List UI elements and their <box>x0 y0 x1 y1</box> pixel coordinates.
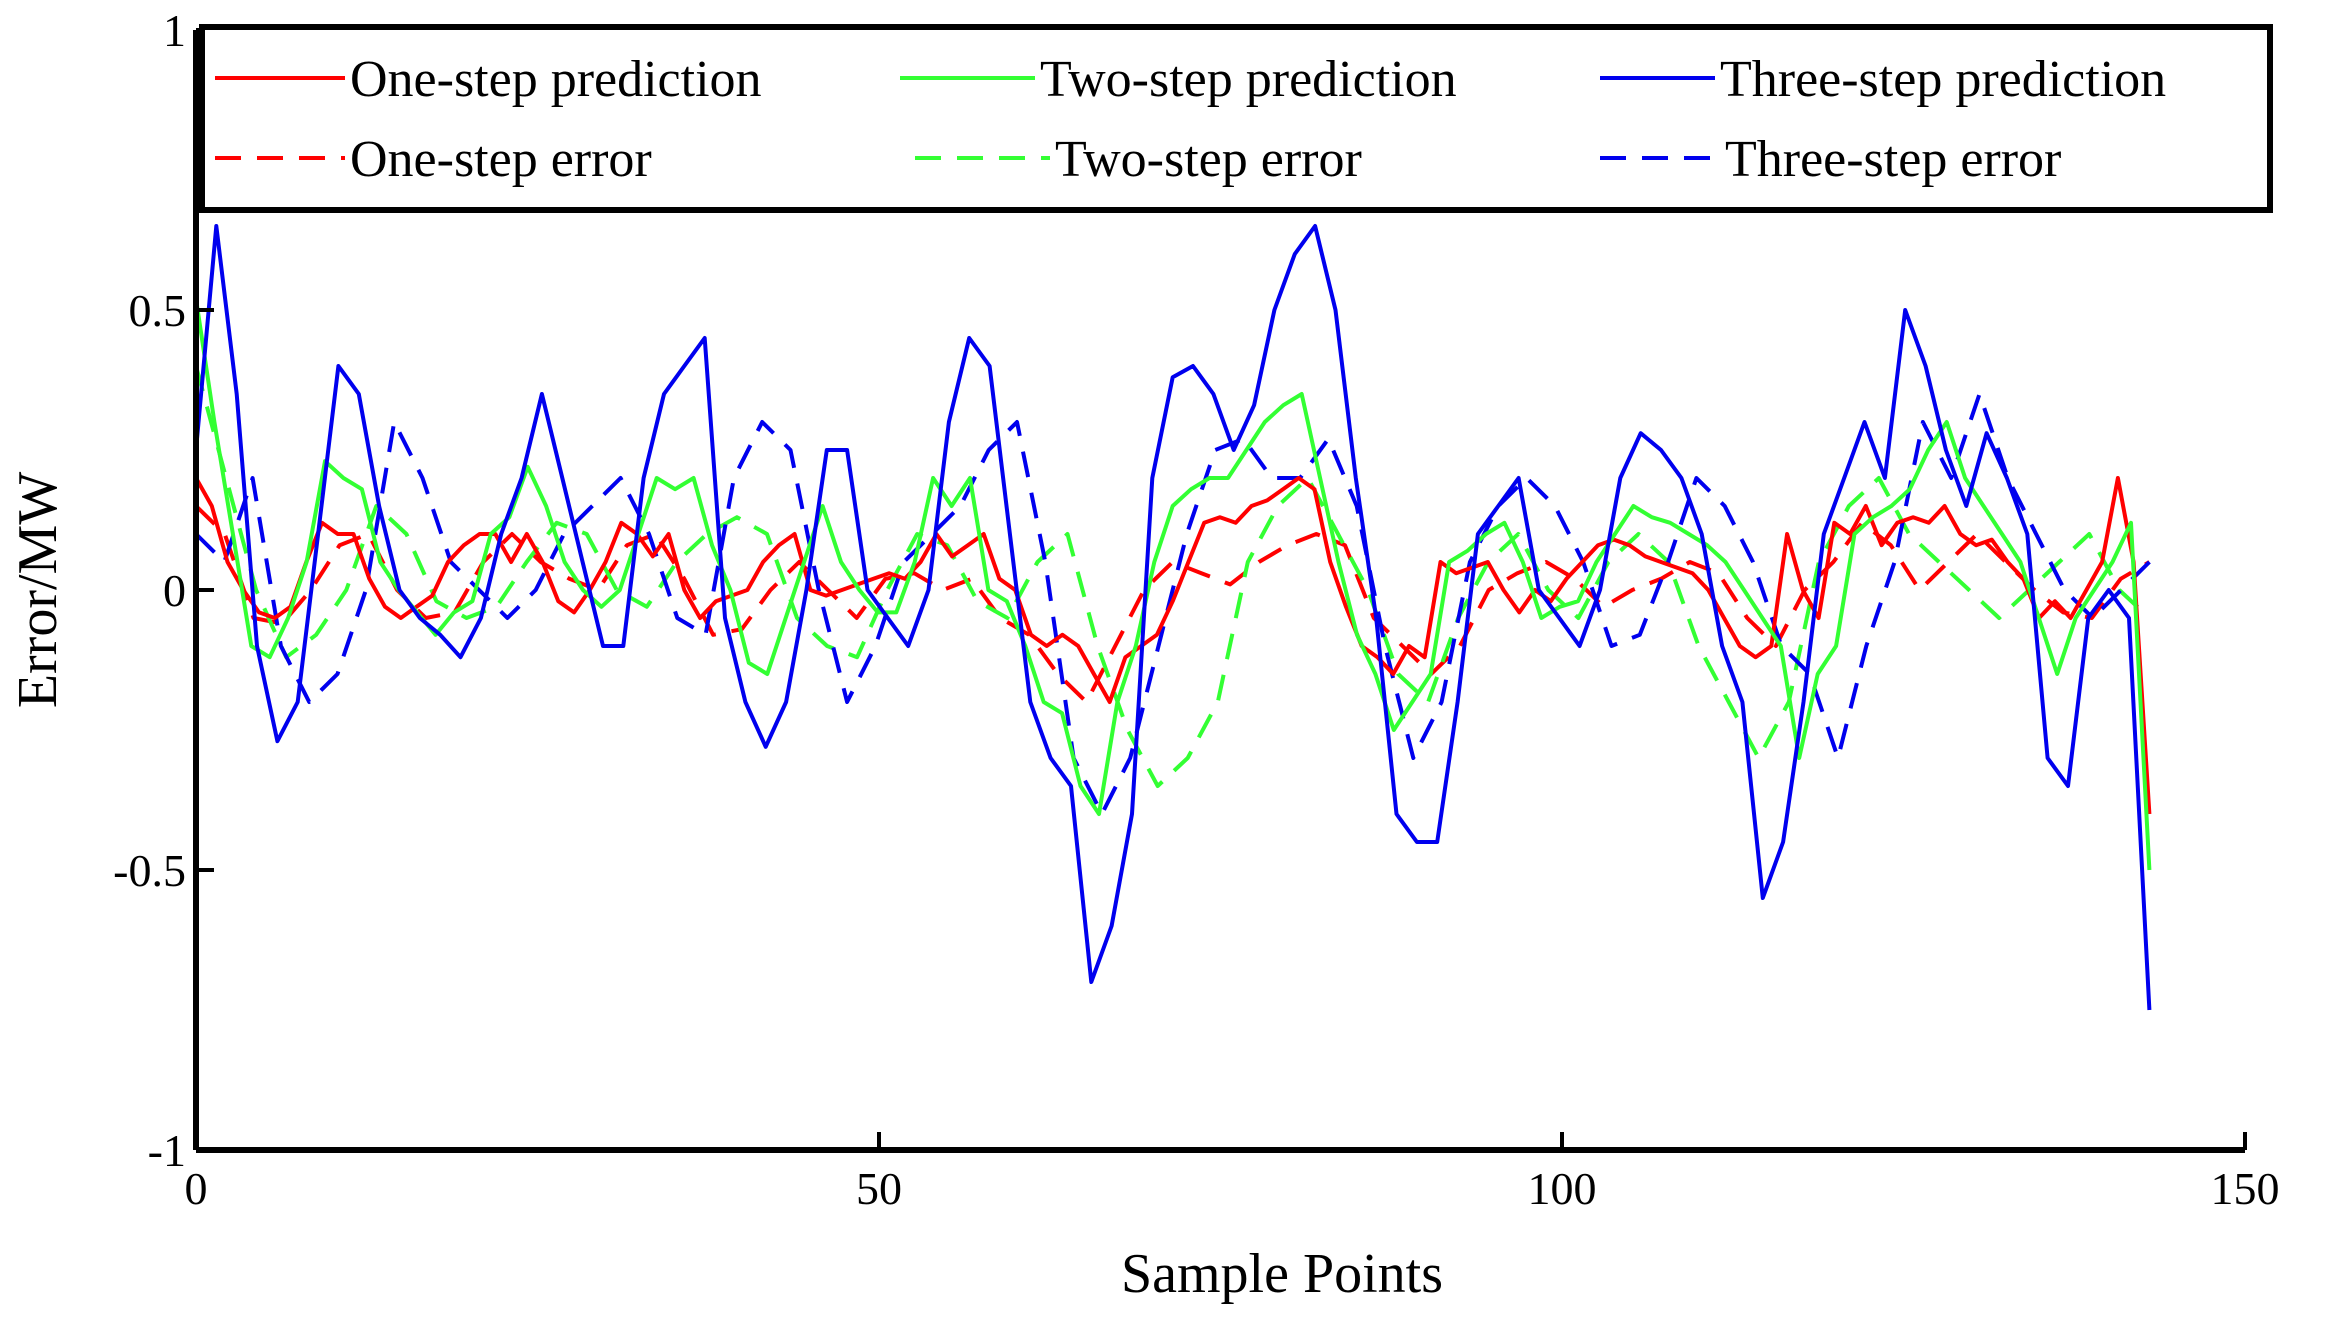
y-tick-label: -0.5 <box>113 845 186 896</box>
y-tick-label: 1 <box>163 5 186 56</box>
x-tick-label: 100 <box>1528 1163 1597 1214</box>
legend-box <box>199 24 2273 213</box>
x-tick-label: 50 <box>856 1163 902 1214</box>
y-tick-label: 0 <box>163 565 186 616</box>
series-line-one-step-error <box>194 504 2151 704</box>
series-layer <box>194 224 2152 1011</box>
legend-label-one-step-error: One-step error <box>350 131 652 188</box>
x-tick-label: 0 <box>185 1163 208 1214</box>
x-ticks: 0 50 100 150 <box>185 1132 2280 1214</box>
y-axis-title: Error/MW <box>7 472 69 709</box>
axes: 0 50 100 150 -1 -0.5 0 0.5 1 <box>113 5 2279 1214</box>
series-line-one-step-prediction <box>194 476 2152 815</box>
series-line-three-step-prediction <box>194 224 2152 1011</box>
series-line-three-step-error <box>194 392 2151 816</box>
legend-label-two-step-prediction: Two-step prediction <box>1040 51 1457 108</box>
legend: One-step prediction Two-step prediction … <box>199 24 2273 213</box>
legend-label-three-step-error: Three-step error <box>1725 131 2061 188</box>
legend-label-one-step-prediction: One-step prediction <box>350 51 762 108</box>
y-tick-label: 0.5 <box>129 285 187 336</box>
legend-label-three-step-prediction: Three-step prediction <box>1720 51 2166 108</box>
legend-label-two-step-error: Two-step error <box>1055 131 1362 188</box>
x-tick-label: 150 <box>2211 1163 2280 1214</box>
x-axis-title: Sample Points <box>1121 1243 1443 1305</box>
y-tick-label: -1 <box>148 1125 186 1176</box>
